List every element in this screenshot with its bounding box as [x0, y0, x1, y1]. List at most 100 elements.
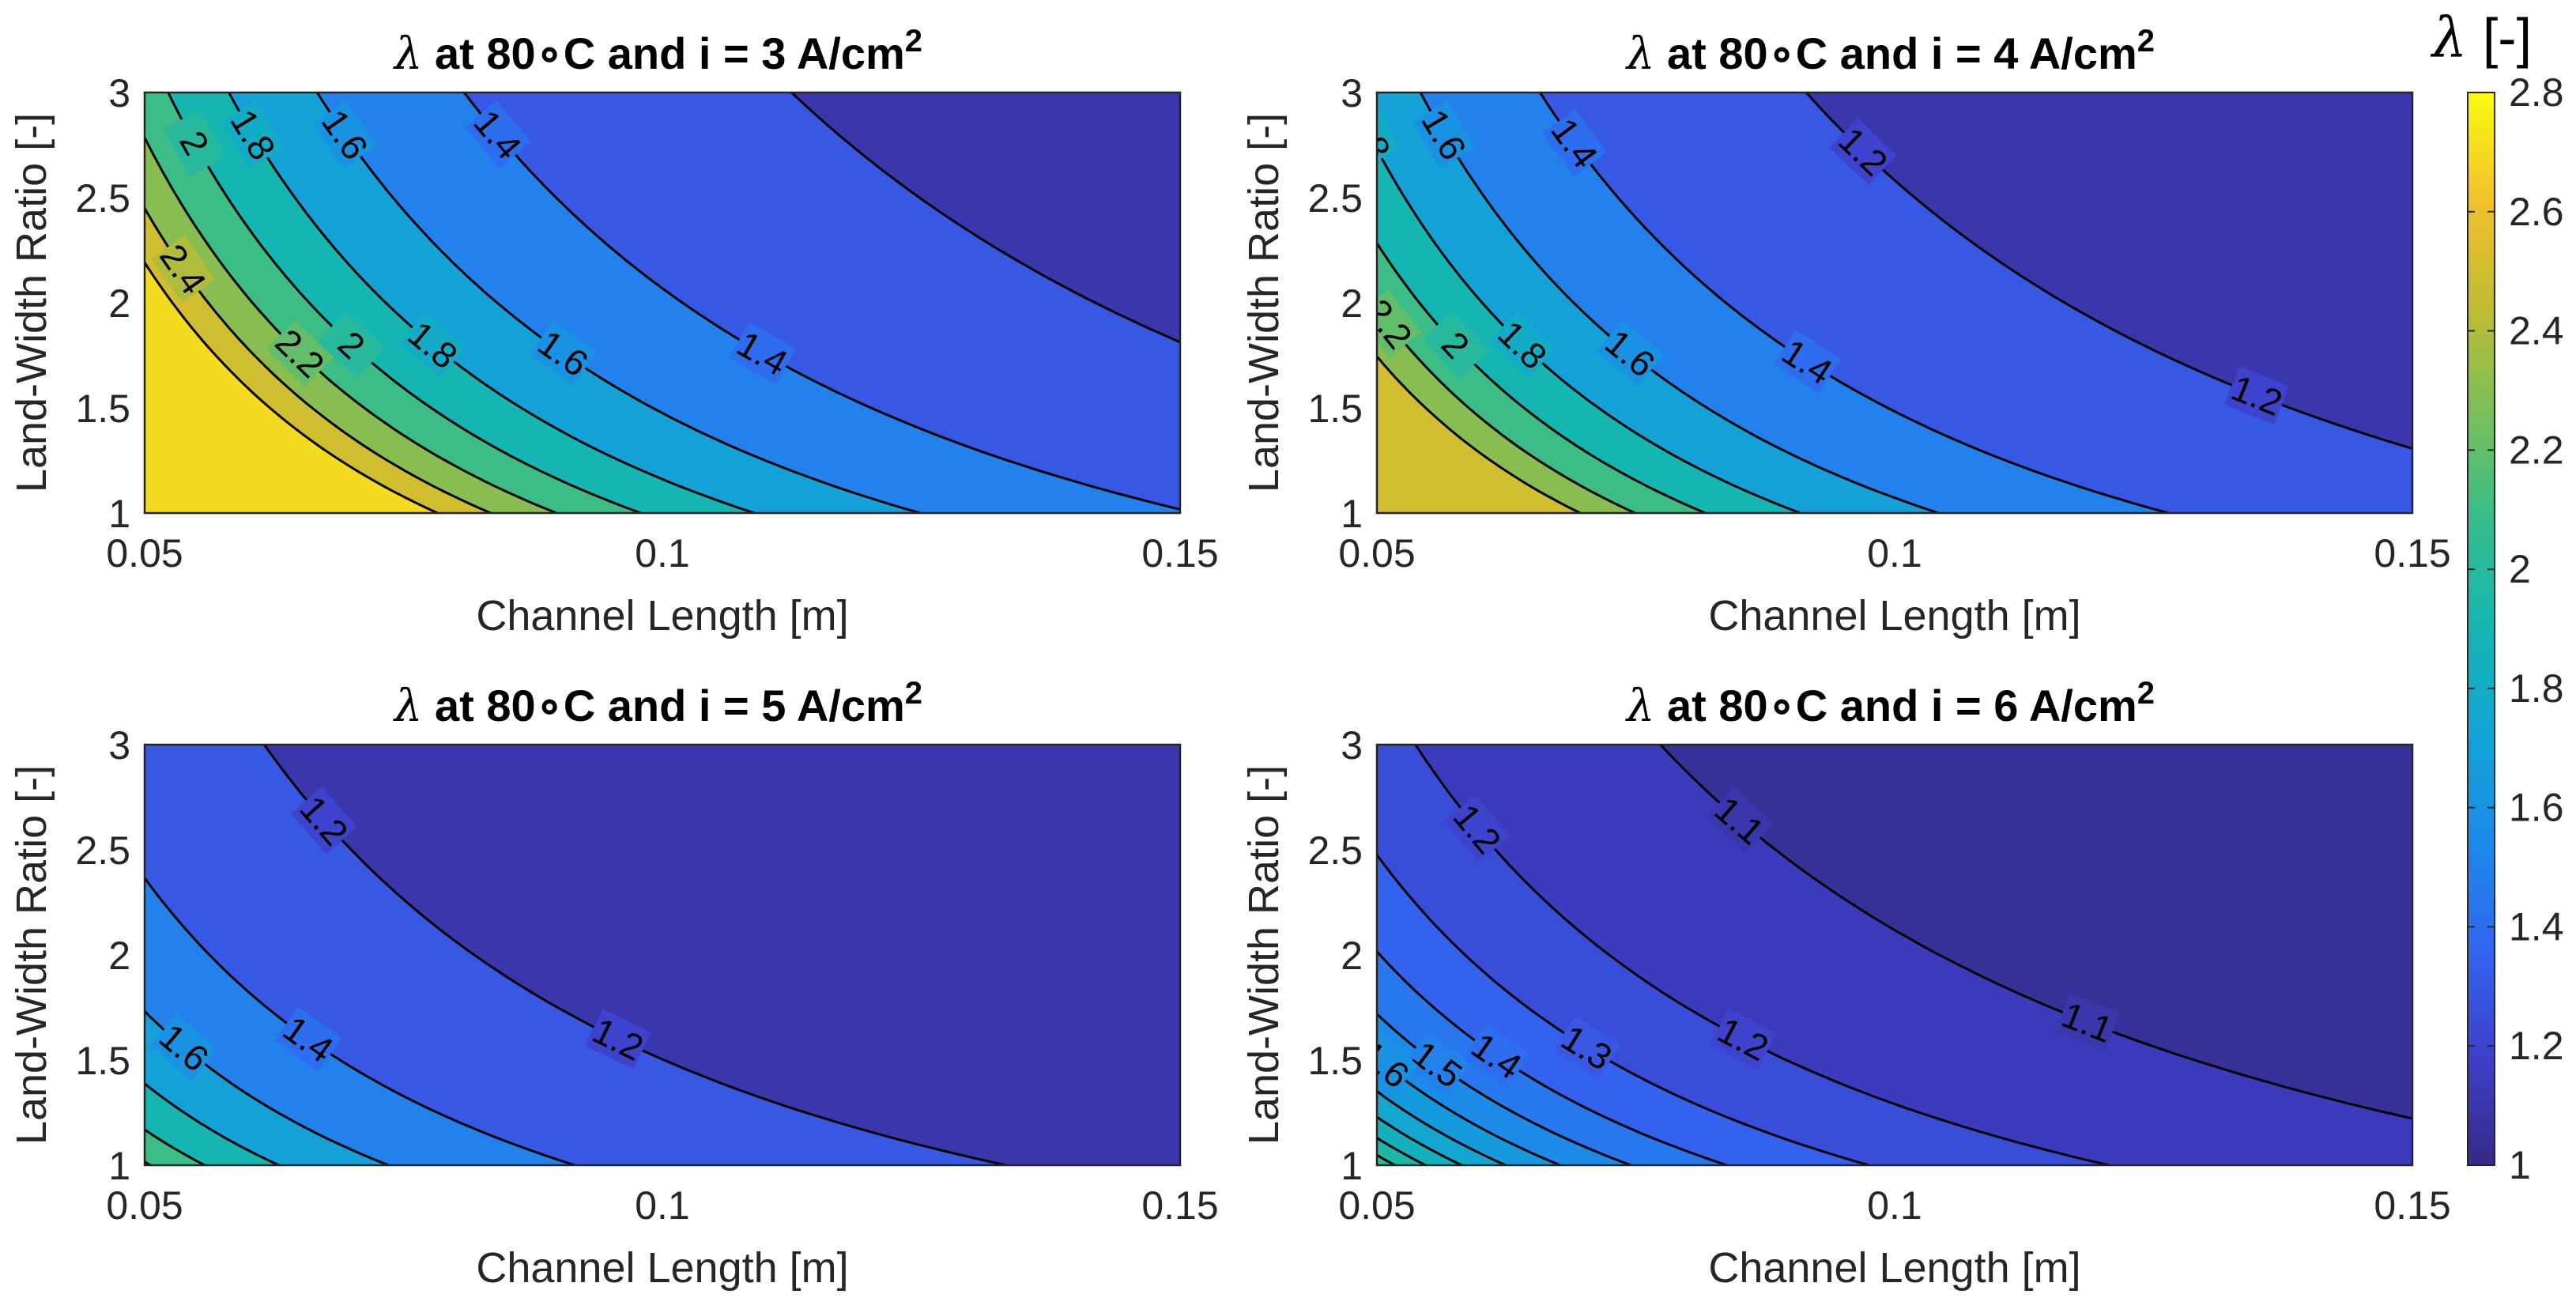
- contour-label: 1.2: [2223, 366, 2290, 424]
- y-tick-label: 2.5: [1307, 176, 1363, 221]
- contour-label-bg: [1542, 109, 1608, 177]
- plot-frame: [143, 91, 1182, 515]
- y-axis-label: Land-Width Ratio [-]: [8, 765, 55, 1145]
- axis-ticks: 0.05 0.1 0.15 1 1.5 2 2.5 3: [75, 71, 1218, 575]
- contour-label-bg: [465, 100, 531, 168]
- y-tick-label: 2.5: [75, 176, 130, 221]
- colorbar-label: λ [-]: [2430, 6, 2532, 70]
- contour-panel-i4: λ at 80∘C and i = 4 A/cm2 1.21.21.41.41.…: [1240, 24, 2451, 640]
- contour-label-bg: [1773, 330, 1842, 394]
- contour-line: [1377, 1056, 1561, 1165]
- contour-label-bg: [398, 311, 467, 378]
- contour-label-bg: [2054, 993, 2121, 1051]
- contour-band: [145, 262, 438, 513]
- colorbar-tick-label: 1.8: [2509, 666, 2564, 711]
- contour-panel-i5: λ at 80∘C and i = 5 A/cm2 1.21.21.41.6 0…: [8, 676, 1219, 1292]
- y-tick-label: 3: [108, 71, 130, 115]
- y-tick-label: 1.5: [75, 1039, 130, 1083]
- contour-label-bg: [1377, 1031, 1419, 1097]
- axis-ticks: 0.05 0.1 0.15 1 1.5 2 2.5 3: [1307, 723, 2450, 1228]
- contour-label-bg: [221, 100, 285, 168]
- contour-label-bg: [163, 109, 226, 177]
- contour-label-bg: [1422, 311, 1489, 379]
- y-tick-label: 1: [108, 1144, 130, 1188]
- contour-label-bg: [1377, 289, 1422, 358]
- contour-line: [790, 92, 1180, 344]
- contour-band: [1377, 1138, 1426, 1165]
- contour-label-bg: [1412, 100, 1476, 168]
- panel-title: λ at 80∘C and i = 5 A/cm2: [393, 676, 922, 732]
- contour-band: [1377, 1155, 1395, 1165]
- contour-label-bg: [1488, 311, 1556, 379]
- contour-band: [145, 877, 575, 1165]
- contour-label-bg: [1596, 320, 1665, 387]
- x-tick-label: 0.05: [106, 531, 183, 575]
- contour-band: [145, 1130, 205, 1165]
- contour-line: [1377, 1012, 1631, 1165]
- contour-line: [1377, 306, 1636, 513]
- x-tick-label: 0.05: [106, 1183, 183, 1228]
- contour-line: [145, 206, 492, 513]
- y-tick-label: 1: [1341, 1144, 1363, 1188]
- x-tick-label: 0.15: [2374, 531, 2450, 575]
- x-tick-label: 0.15: [2374, 1183, 2450, 1228]
- contour-label-bg: [312, 100, 378, 168]
- colorbar-tick-label: 1.4: [2509, 904, 2564, 949]
- contour-label-bg: [150, 1014, 218, 1081]
- y-tick-label: 1.5: [75, 387, 130, 431]
- x-tick-label: 0.05: [1338, 531, 1415, 575]
- y-axis-label: Land-Width Ratio [-]: [8, 113, 55, 492]
- contour-line: [315, 92, 921, 513]
- contour-line: [1377, 852, 1869, 1165]
- contour-band: [1377, 357, 1581, 513]
- contour-line: [1377, 354, 1581, 513]
- y-tick-label: 1.5: [1307, 1039, 1363, 1083]
- contour-line: [145, 1081, 280, 1165]
- x-axis-label: Channel Length [m]: [1708, 592, 2080, 640]
- contour-label-bg: [1705, 787, 1774, 854]
- contour-label-bg: [1403, 1032, 1472, 1097]
- x-tick-label: 0.1: [635, 531, 690, 575]
- contour-label-bg: [2223, 366, 2290, 424]
- contour-band: [145, 745, 1006, 1165]
- contour-line: [1377, 1089, 1507, 1165]
- panel-title: λ at 80∘C and i = 6 A/cm2: [1625, 676, 2155, 732]
- contour-panel-i3: λ at 80∘C and i = 3 A/cm2 1.41.41.61.61.…: [8, 24, 1219, 640]
- y-tick-label: 3: [108, 723, 130, 768]
- colorbar-tick-label: 2.2: [2509, 428, 2564, 472]
- x-axis-label: Channel Length [m]: [1708, 1244, 2080, 1292]
- y-tick-label: 3: [1341, 71, 1363, 115]
- contour-band: [145, 1083, 279, 1165]
- contour-line: [1377, 146, 1801, 513]
- colorbar: λ [-] 1 1.2 1.4 1.6 1.8 2 2.2 2.4 2.6 2.8: [2430, 6, 2564, 1187]
- contour-line: [145, 260, 439, 513]
- contour-plot-area: 1.21.21.41.41.61.61.81.822.2: [1377, 92, 2412, 513]
- contour-label-bg: [291, 787, 357, 855]
- contour-label-bg: [318, 311, 386, 379]
- x-tick-label: 0.1: [1867, 1183, 1922, 1228]
- y-tick-label: 1.5: [1307, 387, 1363, 431]
- contour-label: 2: [163, 109, 226, 177]
- y-tick-label: 2: [1341, 281, 1363, 326]
- contour-label: 2: [318, 311, 386, 379]
- contour-plot-area: 1.21.21.41.6: [145, 745, 1180, 1165]
- contour-line: [228, 92, 755, 513]
- x-tick-label: 0.15: [1141, 1183, 1218, 1228]
- colorbar-gradient: [2467, 92, 2495, 1166]
- contour-line: [145, 876, 575, 1165]
- contour-label-bg: [729, 322, 797, 385]
- contour-label-bg: [1462, 1024, 1531, 1089]
- panel-title: λ at 80∘C and i = 3 A/cm2: [393, 24, 922, 80]
- contour-line: [145, 1009, 389, 1165]
- contour-label-bg: [1829, 118, 1897, 185]
- x-tick-label: 0.1: [1867, 531, 1922, 575]
- contour-line: [1419, 92, 1939, 513]
- colorbar-tick-label: 2.6: [2509, 190, 2564, 234]
- y-tick-label: 2.5: [75, 828, 130, 873]
- contour-line: [463, 92, 1180, 511]
- colorbar-tick-label: 2: [2509, 547, 2531, 591]
- contour-label-bg: [1444, 794, 1511, 863]
- colorbar-tick-label: 1.6: [2509, 786, 2564, 830]
- axis-ticks: 0.05 0.1 0.15 1 1.5 2 2.5 3: [75, 723, 1218, 1228]
